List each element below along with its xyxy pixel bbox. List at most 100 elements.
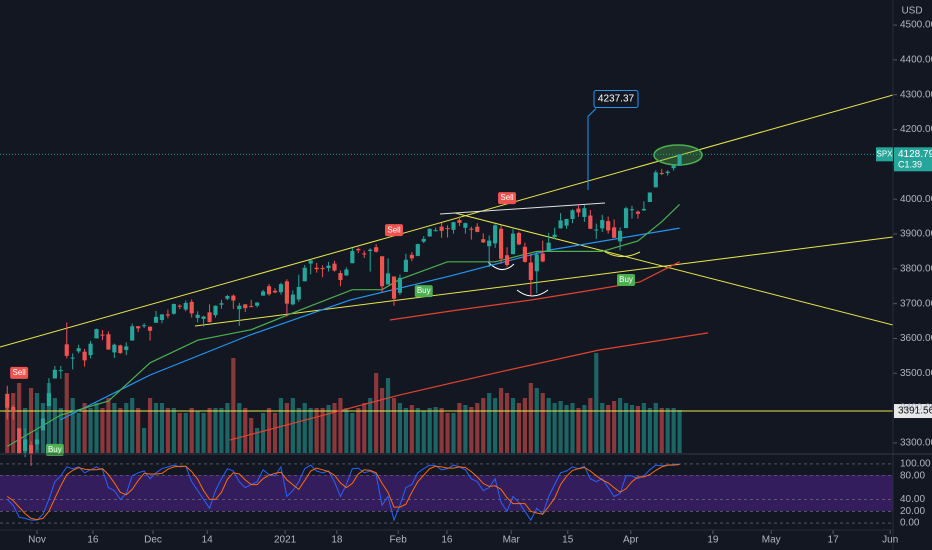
volume-bar: [451, 413, 456, 453]
price-note: C1.39: [898, 160, 922, 170]
volume-bar: [528, 383, 533, 453]
x-tick-label: Jun: [882, 535, 898, 546]
x-tick-label: Feb: [390, 535, 408, 546]
candle-body: [534, 254, 539, 272]
candle-body: [195, 314, 200, 318]
candle-body: [600, 220, 605, 229]
trend-line: [194, 236, 894, 327]
candle-body: [374, 247, 379, 252]
volume-bar: [320, 408, 325, 453]
volume-bar: [159, 403, 165, 453]
volume-bar: [189, 408, 194, 453]
y-tick-label: 4000.00: [900, 194, 932, 205]
candle-body: [427, 228, 432, 237]
candle-body: [380, 256, 385, 287]
candle-body: [52, 369, 57, 379]
volume-bar: [308, 408, 313, 453]
volume-bar: [629, 405, 635, 453]
volume-bar: [213, 408, 218, 453]
x-tick-label: Nov: [28, 535, 46, 546]
symbol-label: SPX: [876, 149, 893, 158]
y-tick-label: 3700.00: [900, 298, 932, 309]
candle-body: [576, 208, 581, 213]
volume-bar: [136, 408, 141, 453]
volume-bar: [302, 403, 307, 453]
candle-body: [278, 284, 284, 293]
candle-body: [463, 223, 468, 228]
candle-body: [308, 260, 313, 264]
volume-bar: [516, 403, 522, 453]
volume-bar: [623, 403, 629, 453]
volume-bar: [493, 398, 498, 453]
candle-body: [88, 343, 93, 356]
candle-body: [118, 345, 123, 354]
candle-body: [70, 357, 75, 359]
volume-bar: [653, 403, 658, 453]
candle-body: [332, 263, 337, 271]
candle-body: [23, 439, 28, 451]
volume-bar: [106, 398, 111, 453]
signal-tag: [414, 285, 433, 298]
volume-bar: [475, 403, 480, 453]
candle-body: [594, 229, 599, 231]
signal-tag: [10, 366, 29, 379]
candle-body: [516, 232, 522, 245]
volume-bar: [641, 403, 646, 453]
candle-body: [261, 291, 266, 296]
candle-body: [28, 444, 34, 454]
price-tag: [894, 147, 932, 172]
signal-tag: [617, 273, 636, 286]
volume-bar: [118, 408, 123, 453]
candle-body: [570, 210, 575, 220]
x-tick-label: 19: [707, 535, 719, 546]
candle-body: [606, 221, 611, 231]
arc: [601, 249, 641, 257]
y-tick-label: 4400.00: [900, 55, 932, 66]
volume-bar: [165, 408, 170, 453]
signal-tag: [384, 224, 403, 237]
volume-bar: [255, 428, 260, 453]
candle-body: [159, 314, 165, 320]
signal-label: Buy: [48, 445, 62, 454]
volume-bar: [564, 405, 569, 453]
signal-tag: [498, 192, 517, 205]
candle-body: [64, 344, 69, 356]
volume-bar: [635, 406, 641, 453]
volume-bar: [243, 408, 248, 453]
candle-body: [266, 286, 272, 295]
candle-body: [385, 273, 391, 285]
volume-bar: [231, 358, 236, 453]
volume-bar: [76, 413, 81, 453]
callout-line: [587, 108, 597, 190]
candle-body: [112, 344, 117, 353]
volume-bar: [219, 408, 224, 453]
candle-body: [34, 439, 40, 445]
stoch-band: [0, 475, 893, 511]
volume-bar: [504, 393, 510, 453]
candle-body: [320, 268, 325, 270]
x-tick-label: 14: [202, 535, 214, 546]
candle-body: [76, 348, 81, 352]
candle-body: [183, 302, 188, 310]
x-tick-label: 15: [562, 535, 574, 546]
candle-body: [558, 220, 563, 229]
candle-body: [499, 228, 504, 259]
volume-bar: [403, 408, 408, 453]
stoch-line: [7, 464, 680, 521]
candle-body: [403, 259, 408, 272]
volume-bar: [124, 403, 129, 453]
volume-bar: [677, 410, 682, 453]
volume-bar: [463, 405, 468, 453]
candle-body: [493, 225, 498, 244]
signal-label: Sell: [12, 368, 26, 377]
volume-bar: [58, 408, 63, 453]
signal-label: Buy: [417, 286, 431, 295]
volume-bar: [28, 388, 34, 453]
volume-bar: [576, 408, 581, 453]
candle-body: [362, 253, 367, 255]
candle-body: [201, 316, 206, 319]
y-tick-label: 3300.00: [900, 438, 932, 449]
candle-body: [40, 418, 46, 431]
volume-bar: [11, 393, 16, 453]
